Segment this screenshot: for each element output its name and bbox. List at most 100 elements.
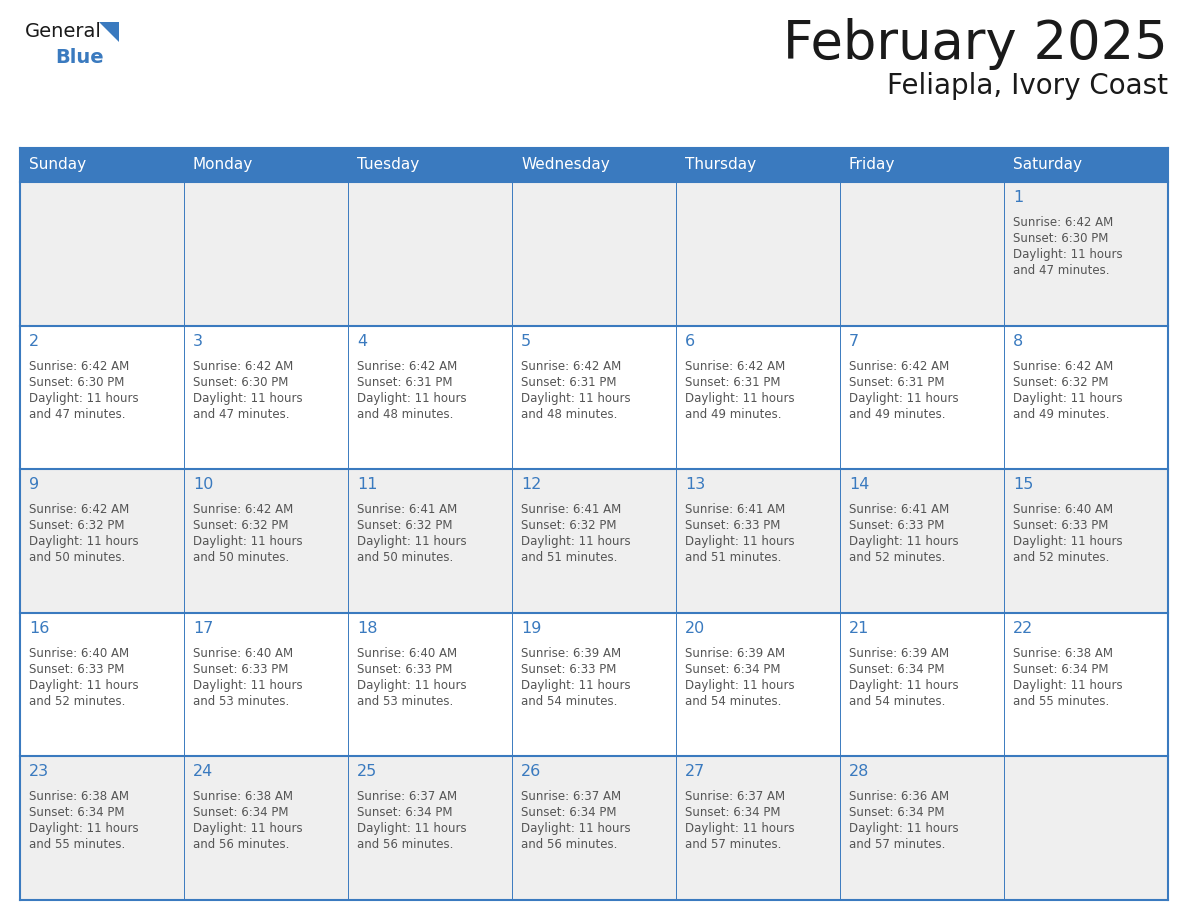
Text: Sunrise: 6:42 AM: Sunrise: 6:42 AM (1013, 360, 1113, 373)
Text: Feliapla, Ivory Coast: Feliapla, Ivory Coast (887, 72, 1168, 100)
Text: Daylight: 11 hours: Daylight: 11 hours (192, 392, 303, 405)
Text: Sunrise: 6:42 AM: Sunrise: 6:42 AM (522, 360, 621, 373)
Text: Daylight: 11 hours: Daylight: 11 hours (522, 823, 631, 835)
Text: Monday: Monday (192, 158, 253, 173)
Text: Sunrise: 6:38 AM: Sunrise: 6:38 AM (192, 790, 293, 803)
Text: and 47 minutes.: and 47 minutes. (29, 408, 126, 420)
Text: General: General (25, 22, 102, 41)
Polygon shape (99, 22, 119, 42)
Text: 17: 17 (192, 621, 214, 636)
Text: 12: 12 (522, 477, 542, 492)
Text: 4: 4 (358, 333, 367, 349)
Text: Sunset: 6:34 PM: Sunset: 6:34 PM (685, 663, 781, 676)
Text: Sunrise: 6:41 AM: Sunrise: 6:41 AM (522, 503, 621, 516)
Text: Daylight: 11 hours: Daylight: 11 hours (522, 392, 631, 405)
Text: Sunrise: 6:37 AM: Sunrise: 6:37 AM (522, 790, 621, 803)
Text: Sunset: 6:31 PM: Sunset: 6:31 PM (849, 375, 944, 388)
Text: Sunrise: 6:41 AM: Sunrise: 6:41 AM (849, 503, 949, 516)
Text: Sunrise: 6:40 AM: Sunrise: 6:40 AM (192, 647, 293, 660)
Text: Daylight: 11 hours: Daylight: 11 hours (29, 535, 139, 548)
Text: 28: 28 (849, 765, 870, 779)
Text: Daylight: 11 hours: Daylight: 11 hours (685, 678, 795, 692)
Text: Sunset: 6:34 PM: Sunset: 6:34 PM (29, 806, 125, 820)
Text: Daylight: 11 hours: Daylight: 11 hours (522, 535, 631, 548)
Text: Daylight: 11 hours: Daylight: 11 hours (685, 392, 795, 405)
Text: Daylight: 11 hours: Daylight: 11 hours (849, 823, 959, 835)
Text: Daylight: 11 hours: Daylight: 11 hours (849, 535, 959, 548)
Text: Sunset: 6:33 PM: Sunset: 6:33 PM (685, 520, 781, 532)
Text: and 50 minutes.: and 50 minutes. (358, 551, 454, 565)
Text: Saturday: Saturday (1013, 158, 1082, 173)
Text: Daylight: 11 hours: Daylight: 11 hours (685, 823, 795, 835)
Text: Daylight: 11 hours: Daylight: 11 hours (1013, 392, 1123, 405)
Text: Daylight: 11 hours: Daylight: 11 hours (358, 392, 467, 405)
Text: Sunset: 6:34 PM: Sunset: 6:34 PM (522, 806, 617, 820)
Text: and 57 minutes.: and 57 minutes. (849, 838, 946, 851)
Text: Daylight: 11 hours: Daylight: 11 hours (358, 535, 467, 548)
Text: Sunset: 6:33 PM: Sunset: 6:33 PM (849, 520, 944, 532)
Text: Sunrise: 6:42 AM: Sunrise: 6:42 AM (192, 503, 293, 516)
Text: Sunset: 6:33 PM: Sunset: 6:33 PM (192, 663, 289, 676)
Text: Sunset: 6:30 PM: Sunset: 6:30 PM (29, 375, 125, 388)
Text: Sunset: 6:34 PM: Sunset: 6:34 PM (192, 806, 289, 820)
Text: Sunrise: 6:39 AM: Sunrise: 6:39 AM (522, 647, 621, 660)
Text: and 52 minutes.: and 52 minutes. (849, 551, 946, 565)
Text: 26: 26 (522, 765, 542, 779)
Text: Daylight: 11 hours: Daylight: 11 hours (1013, 678, 1123, 692)
Text: and 47 minutes.: and 47 minutes. (192, 408, 290, 420)
Text: Daylight: 11 hours: Daylight: 11 hours (29, 678, 139, 692)
Text: Sunrise: 6:42 AM: Sunrise: 6:42 AM (29, 360, 129, 373)
Text: Daylight: 11 hours: Daylight: 11 hours (358, 823, 467, 835)
Text: Friday: Friday (849, 158, 896, 173)
Text: February 2025: February 2025 (783, 18, 1168, 70)
Text: and 56 minutes.: and 56 minutes. (358, 838, 454, 851)
Text: and 52 minutes.: and 52 minutes. (29, 695, 126, 708)
Bar (20, 756, 1168, 900)
Text: 25: 25 (358, 765, 378, 779)
Text: and 55 minutes.: and 55 minutes. (29, 838, 125, 851)
Text: Sunrise: 6:42 AM: Sunrise: 6:42 AM (29, 503, 129, 516)
Text: Tuesday: Tuesday (358, 158, 419, 173)
Text: 13: 13 (685, 477, 706, 492)
Text: Blue: Blue (55, 48, 103, 67)
Text: Sunset: 6:34 PM: Sunset: 6:34 PM (849, 806, 944, 820)
Bar (20, 182, 1168, 326)
Text: Sunset: 6:33 PM: Sunset: 6:33 PM (29, 663, 125, 676)
Text: and 47 minutes.: and 47 minutes. (1013, 264, 1110, 277)
Text: and 51 minutes.: and 51 minutes. (685, 551, 782, 565)
Text: Sunrise: 6:42 AM: Sunrise: 6:42 AM (358, 360, 457, 373)
Text: and 48 minutes.: and 48 minutes. (358, 408, 454, 420)
Text: Sunset: 6:33 PM: Sunset: 6:33 PM (1013, 520, 1108, 532)
Text: 23: 23 (29, 765, 49, 779)
Text: Sunrise: 6:42 AM: Sunrise: 6:42 AM (192, 360, 293, 373)
Text: Sunrise: 6:37 AM: Sunrise: 6:37 AM (358, 790, 457, 803)
Bar (20, 613, 1168, 756)
Text: 3: 3 (192, 333, 203, 349)
Text: Sunday: Sunday (29, 158, 86, 173)
Text: Daylight: 11 hours: Daylight: 11 hours (192, 535, 303, 548)
Text: and 49 minutes.: and 49 minutes. (685, 408, 782, 420)
Text: 15: 15 (1013, 477, 1034, 492)
Text: 14: 14 (849, 477, 870, 492)
Text: Daylight: 11 hours: Daylight: 11 hours (849, 392, 959, 405)
Text: Sunrise: 6:41 AM: Sunrise: 6:41 AM (685, 503, 785, 516)
Text: Sunrise: 6:40 AM: Sunrise: 6:40 AM (29, 647, 129, 660)
Text: 16: 16 (29, 621, 50, 636)
Text: Sunrise: 6:42 AM: Sunrise: 6:42 AM (849, 360, 949, 373)
Text: 27: 27 (685, 765, 706, 779)
Text: Sunrise: 6:37 AM: Sunrise: 6:37 AM (685, 790, 785, 803)
Text: Sunset: 6:30 PM: Sunset: 6:30 PM (192, 375, 289, 388)
Text: and 52 minutes.: and 52 minutes. (1013, 551, 1110, 565)
Text: 20: 20 (685, 621, 706, 636)
Text: Sunset: 6:32 PM: Sunset: 6:32 PM (522, 520, 617, 532)
Text: 9: 9 (29, 477, 39, 492)
Text: Wednesday: Wednesday (522, 158, 609, 173)
Text: and 56 minutes.: and 56 minutes. (192, 838, 290, 851)
Text: Daylight: 11 hours: Daylight: 11 hours (192, 678, 303, 692)
Text: Daylight: 11 hours: Daylight: 11 hours (192, 823, 303, 835)
Text: 8: 8 (1013, 333, 1023, 349)
Text: Daylight: 11 hours: Daylight: 11 hours (685, 535, 795, 548)
Text: Sunrise: 6:36 AM: Sunrise: 6:36 AM (849, 790, 949, 803)
Text: Daylight: 11 hours: Daylight: 11 hours (1013, 535, 1123, 548)
Text: Sunrise: 6:42 AM: Sunrise: 6:42 AM (1013, 216, 1113, 229)
